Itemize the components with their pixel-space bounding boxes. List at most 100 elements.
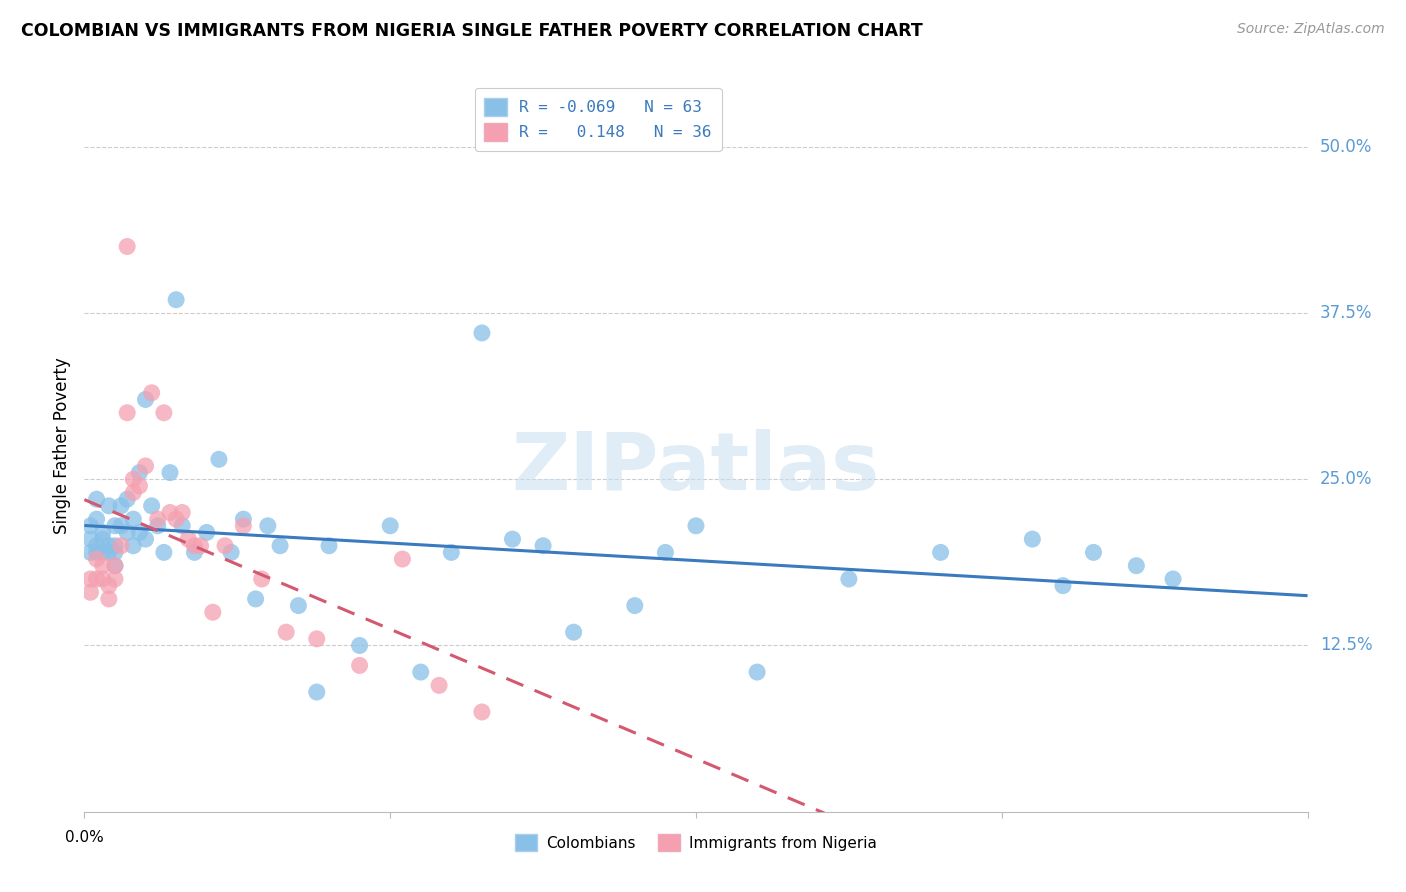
Point <box>1083 545 1105 559</box>
Point <box>91 532 114 546</box>
Point <box>257 518 280 533</box>
Point <box>1021 532 1043 546</box>
Point <box>86 512 108 526</box>
Point <box>91 558 114 573</box>
Legend: Colombians, Immigrants from Nigeria: Colombians, Immigrants from Nigeria <box>508 826 884 859</box>
Point <box>562 625 585 640</box>
Point <box>86 552 108 566</box>
Point <box>232 512 254 526</box>
Point <box>177 532 200 546</box>
Point <box>91 572 114 586</box>
Point <box>115 492 138 507</box>
Point <box>349 639 371 653</box>
Point <box>79 545 101 559</box>
Point <box>502 532 524 546</box>
Point <box>115 406 138 420</box>
Point <box>122 539 145 553</box>
Point <box>135 532 157 546</box>
Point <box>440 545 463 559</box>
Point <box>122 512 145 526</box>
Point <box>208 452 231 467</box>
Point <box>172 506 194 520</box>
Point <box>183 545 205 559</box>
Point <box>624 599 647 613</box>
Point <box>391 552 413 566</box>
Point <box>190 539 212 553</box>
Point <box>146 512 169 526</box>
Point <box>115 239 138 253</box>
Point <box>91 525 114 540</box>
Point <box>276 625 298 640</box>
Point <box>97 499 120 513</box>
Point <box>1161 572 1184 586</box>
Point <box>159 466 181 480</box>
Point <box>104 518 127 533</box>
Point <box>214 539 236 553</box>
Point <box>86 572 108 586</box>
Point <box>380 518 402 533</box>
Point <box>135 458 157 473</box>
Point <box>201 605 224 619</box>
Text: 12.5%: 12.5% <box>1320 637 1372 655</box>
Point <box>232 518 254 533</box>
Point <box>471 705 494 719</box>
Point <box>141 499 163 513</box>
Point <box>128 466 150 480</box>
Point <box>122 472 145 486</box>
Point <box>79 572 101 586</box>
Point <box>172 518 194 533</box>
Point <box>287 599 309 613</box>
Point <box>79 532 101 546</box>
Text: COLOMBIAN VS IMMIGRANTS FROM NIGERIA SINGLE FATHER POVERTY CORRELATION CHART: COLOMBIAN VS IMMIGRANTS FROM NIGERIA SIN… <box>21 22 922 40</box>
Point <box>110 539 132 553</box>
Point <box>86 539 108 553</box>
Point <box>685 518 707 533</box>
Point <box>104 558 127 573</box>
Point <box>219 545 242 559</box>
Text: Source: ZipAtlas.com: Source: ZipAtlas.com <box>1237 22 1385 37</box>
Point <box>97 591 120 606</box>
Y-axis label: Single Father Poverty: Single Father Poverty <box>53 358 72 534</box>
Point <box>305 632 328 646</box>
Point <box>838 572 860 586</box>
Point <box>91 545 114 559</box>
Point <box>427 678 450 692</box>
Point <box>141 385 163 400</box>
Point <box>531 539 554 553</box>
Point <box>110 499 132 513</box>
Point <box>471 326 494 340</box>
Point <box>349 658 371 673</box>
Point <box>269 539 291 553</box>
Point <box>183 539 205 553</box>
Point <box>135 392 157 407</box>
Text: 0.0%: 0.0% <box>65 830 104 845</box>
Point <box>115 525 138 540</box>
Point <box>165 512 187 526</box>
Point <box>79 518 101 533</box>
Point <box>128 525 150 540</box>
Point <box>97 539 120 553</box>
Point <box>159 506 181 520</box>
Point <box>1125 558 1147 573</box>
Point <box>929 545 952 559</box>
Point <box>128 479 150 493</box>
Point <box>86 545 108 559</box>
Point <box>86 492 108 507</box>
Point <box>104 572 127 586</box>
Point <box>195 525 218 540</box>
Point <box>104 558 127 573</box>
Point <box>654 545 676 559</box>
Point <box>305 685 328 699</box>
Point <box>318 539 340 553</box>
Point <box>153 545 176 559</box>
Point <box>104 539 127 553</box>
Point <box>97 545 120 559</box>
Text: ZIPatlas: ZIPatlas <box>512 429 880 507</box>
Point <box>1052 579 1074 593</box>
Point <box>153 406 176 420</box>
Text: 37.5%: 37.5% <box>1320 304 1372 322</box>
Point <box>110 518 132 533</box>
Point <box>146 518 169 533</box>
Point <box>97 579 120 593</box>
Point <box>104 545 127 559</box>
